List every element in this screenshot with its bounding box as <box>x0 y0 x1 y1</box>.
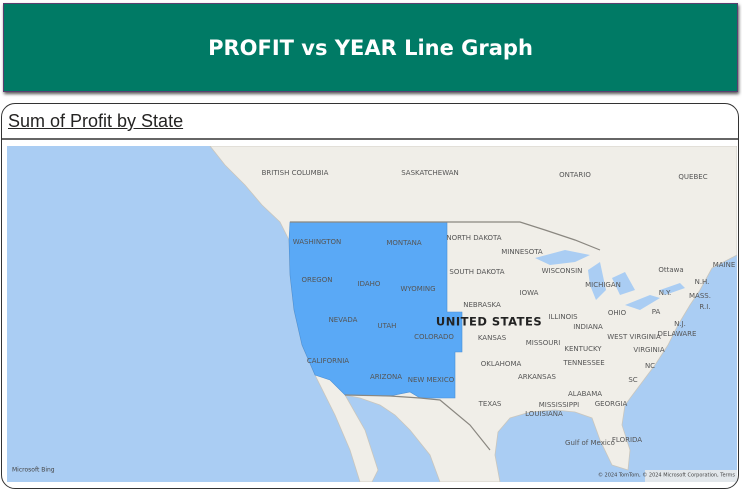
map-label: NEVADA <box>329 316 358 324</box>
map-label: TENNESSEE <box>562 359 604 367</box>
map-label: MINNESOTA <box>501 248 543 256</box>
map-label: TEXAS <box>478 400 502 408</box>
map-label: ARIZONA <box>370 373 402 381</box>
map-label: MASS. <box>689 292 711 300</box>
map-label: GEORGIA <box>595 400 628 408</box>
map-label: BRITISH COLUMBIA <box>262 169 329 177</box>
map-label: UTAH <box>378 322 397 330</box>
map-label: SC <box>628 376 637 384</box>
map-label: WISCONSIN <box>542 267 583 275</box>
map-label: WYOMING <box>400 285 435 293</box>
border <box>290 221 601 451</box>
map-label: VIRGINIA <box>633 346 665 354</box>
attribution-bg <box>645 470 737 482</box>
map-label: MICHIGAN <box>585 281 621 289</box>
map-label: ONTARIO <box>559 171 591 179</box>
map-visual: Sum of Profit by State Microsoft Bing © … <box>1 103 739 489</box>
map-label: DELAWARE <box>658 330 697 338</box>
map-label: MISSOURI <box>526 339 561 347</box>
map-label: CALIFORNIA <box>307 357 349 365</box>
map-label: SOUTH DAKOTA <box>449 268 504 276</box>
map[interactable]: Microsoft Bing © 2024 TomTom, © 2024 Mic… <box>7 146 737 482</box>
map-label: LOUISIANA <box>525 410 563 418</box>
map-label: OHIO <box>608 309 627 317</box>
map-label: QUEBEC <box>678 173 707 181</box>
map-logo: Microsoft Bing <box>12 467 55 474</box>
map-label: MISSISSIPPI <box>539 401 580 409</box>
divider <box>2 138 738 140</box>
map-label: KANSAS <box>478 334 507 342</box>
map-label: UNITED STATES <box>436 315 542 329</box>
map-label: N.J. <box>674 320 686 328</box>
map-label: Ottawa <box>658 266 683 274</box>
map-attribution: © 2024 TomTom, © 2024 Microsoft Corporat… <box>598 472 735 479</box>
map-label: KENTUCKY <box>564 345 602 353</box>
great-lakes <box>535 250 685 310</box>
map-label: OKLAHOMA <box>481 360 522 368</box>
header: PROFIT vs YEAR Line Graph <box>3 3 738 92</box>
map-label: NEBRASKA <box>463 301 501 309</box>
map-label: NEW MEXICO <box>408 376 455 384</box>
map-label: ILLINOIS <box>548 313 578 321</box>
map-label: SASKATCHEWAN <box>401 169 459 177</box>
map-label: COLORADO <box>414 333 454 341</box>
map-label: R.I. <box>699 303 710 311</box>
map-label: MONTANA <box>386 239 422 247</box>
map-label: NORTH DAKOTA <box>446 234 501 242</box>
map-label: ALABAMA <box>568 390 602 398</box>
map-label: FLORIDA <box>612 436 642 444</box>
highlighted-states <box>288 221 463 399</box>
map-label: INDIANA <box>573 323 603 331</box>
map-label: OREGON <box>302 276 333 284</box>
map-label: WASHINGTON <box>293 238 342 246</box>
map-label: Gulf of Mexico <box>565 439 615 447</box>
map-label: N.H. <box>695 278 710 286</box>
map-label: NC <box>645 362 655 370</box>
map-label: PA <box>652 308 661 316</box>
map-label: IDAHO <box>358 280 381 288</box>
map-label: N.Y. <box>659 289 672 297</box>
visual-title: Sum of Profit by State <box>8 111 184 131</box>
map-label: WEST VIRGINIA <box>607 333 661 341</box>
header-title: PROFIT vs YEAR Line Graph <box>208 35 533 60</box>
map-label: ARKANSAS <box>518 373 557 381</box>
map-label: IOWA <box>520 289 539 297</box>
map-label: MAINE <box>713 261 736 269</box>
